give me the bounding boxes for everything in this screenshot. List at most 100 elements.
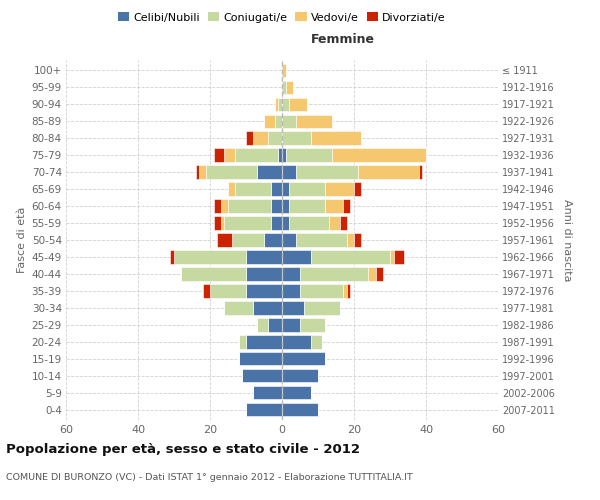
Bar <box>286 148 332 162</box>
Bar <box>232 234 264 246</box>
Bar <box>300 284 343 298</box>
Text: COMUNE DI BURONZO (VC) - Dati ISTAT 1° gennaio 2012 - Elaborazione TUTTITALIA.IT: COMUNE DI BURONZO (VC) - Dati ISTAT 1° g… <box>6 472 413 482</box>
Bar <box>343 200 350 212</box>
Bar <box>246 250 282 264</box>
Bar <box>354 182 361 196</box>
Bar <box>300 318 325 332</box>
Bar <box>282 302 304 314</box>
Bar <box>282 336 311 348</box>
Bar <box>253 302 282 314</box>
Bar <box>203 284 210 298</box>
Bar <box>206 166 257 178</box>
Bar <box>170 250 174 264</box>
Bar <box>300 268 368 280</box>
Bar <box>224 216 271 230</box>
Bar <box>311 250 390 264</box>
Bar <box>282 318 300 332</box>
Bar <box>296 114 332 128</box>
Bar <box>278 98 282 111</box>
Bar <box>214 216 221 230</box>
Bar <box>311 132 361 144</box>
Bar <box>304 302 340 314</box>
Bar <box>271 200 282 212</box>
Bar <box>282 148 286 162</box>
Bar <box>282 268 300 280</box>
Bar <box>376 268 383 280</box>
Bar <box>343 284 347 298</box>
Bar <box>181 268 246 280</box>
Bar <box>246 403 282 416</box>
Bar <box>394 250 404 264</box>
Bar <box>282 182 289 196</box>
Bar <box>278 148 282 162</box>
Bar <box>311 336 322 348</box>
Legend: Celibi/Nubili, Coniugati/e, Vedovi/e, Divorziati/e: Celibi/Nubili, Coniugati/e, Vedovi/e, Di… <box>114 8 450 27</box>
Y-axis label: Fasce di età: Fasce di età <box>17 207 28 273</box>
Bar <box>329 216 340 230</box>
Bar <box>210 284 246 298</box>
Bar <box>282 98 289 111</box>
Bar <box>282 250 311 264</box>
Bar <box>282 234 296 246</box>
Bar <box>282 216 289 230</box>
Bar <box>289 200 325 212</box>
Bar <box>289 182 325 196</box>
Bar <box>286 80 293 94</box>
Bar <box>246 284 282 298</box>
Bar <box>282 114 296 128</box>
Bar <box>264 114 275 128</box>
Bar <box>253 386 282 400</box>
Bar <box>282 284 300 298</box>
Bar <box>289 216 329 230</box>
Bar <box>296 166 358 178</box>
Bar <box>282 352 325 366</box>
Bar <box>242 369 282 382</box>
Bar <box>214 148 224 162</box>
Bar <box>239 336 246 348</box>
Text: Popolazione per età, sesso e stato civile - 2012: Popolazione per età, sesso e stato civil… <box>6 442 360 456</box>
Bar <box>282 200 289 212</box>
Bar <box>419 166 422 178</box>
Bar <box>282 386 311 400</box>
Bar <box>282 403 318 416</box>
Bar <box>217 234 232 246</box>
Bar <box>340 216 347 230</box>
Bar <box>257 166 282 178</box>
Bar <box>174 250 246 264</box>
Bar <box>358 166 419 178</box>
Bar <box>390 250 394 264</box>
Bar <box>246 268 282 280</box>
Bar <box>296 234 347 246</box>
Bar <box>282 132 311 144</box>
Bar <box>289 98 307 111</box>
Bar <box>268 318 282 332</box>
Bar <box>224 148 235 162</box>
Bar <box>282 166 296 178</box>
Bar <box>271 182 282 196</box>
Bar <box>221 216 224 230</box>
Bar <box>354 234 361 246</box>
Bar <box>257 318 268 332</box>
Bar <box>235 148 278 162</box>
Bar <box>221 200 228 212</box>
Bar <box>282 64 286 77</box>
Bar <box>246 336 282 348</box>
Bar <box>275 114 282 128</box>
Bar <box>253 132 268 144</box>
Bar <box>239 352 282 366</box>
Bar <box>199 166 206 178</box>
Bar <box>214 200 221 212</box>
Bar <box>268 132 282 144</box>
Bar <box>325 200 343 212</box>
Bar <box>196 166 199 178</box>
Bar <box>228 200 271 212</box>
Bar <box>347 234 354 246</box>
Bar <box>282 369 318 382</box>
Bar <box>325 182 354 196</box>
Bar <box>224 302 253 314</box>
Bar <box>228 182 235 196</box>
Bar <box>282 80 286 94</box>
Bar <box>275 98 278 111</box>
Bar <box>235 182 271 196</box>
Bar <box>271 216 282 230</box>
